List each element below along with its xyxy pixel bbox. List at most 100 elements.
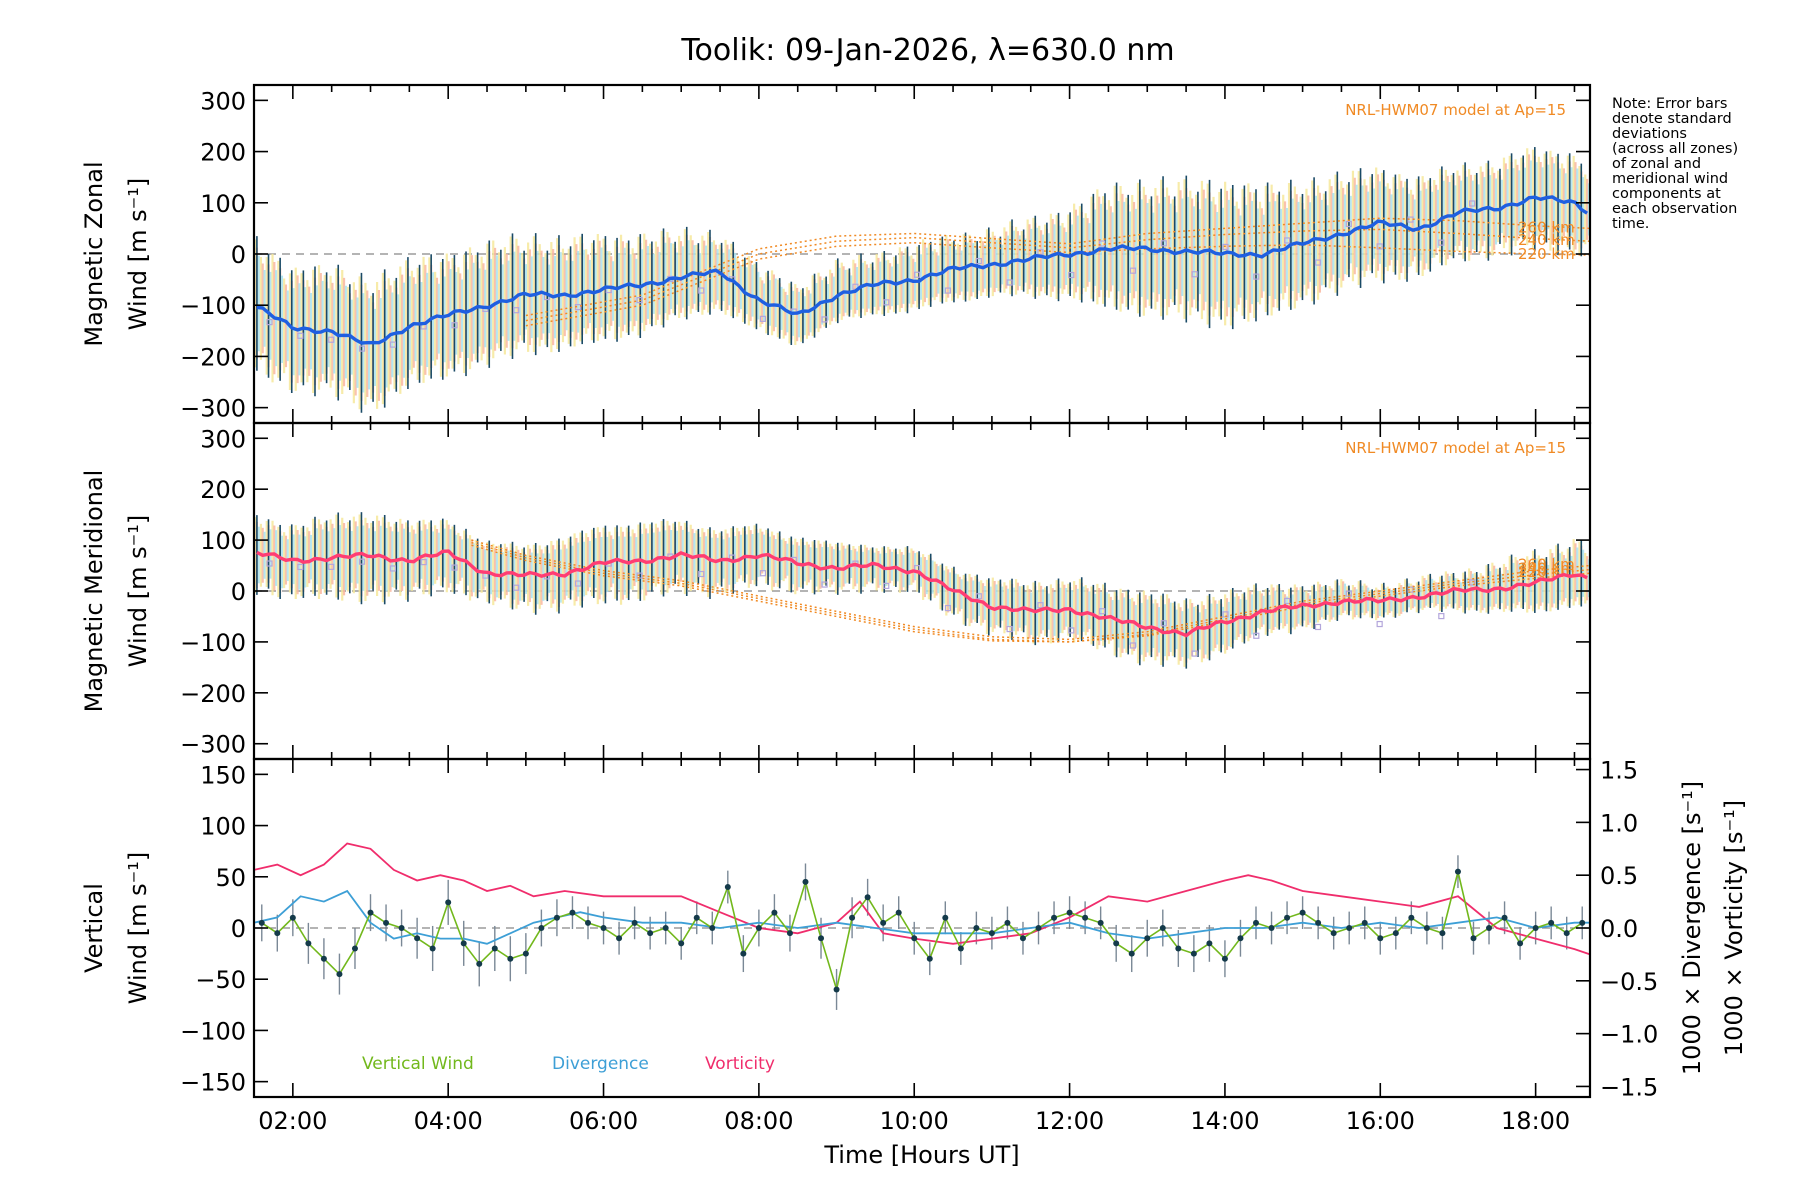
vertical-wind-point <box>1315 919 1322 926</box>
zonal-wind-line <box>256 195 1589 345</box>
outlier-marker <box>574 580 582 587</box>
vertical-wind-point <box>414 935 421 942</box>
outlier-marker <box>358 345 366 352</box>
right-tick-label: 1.0 <box>1600 809 1638 837</box>
outlier-marker <box>266 319 273 326</box>
right-tick-label: −0.5 <box>1600 968 1658 996</box>
outlier-marker <box>1284 597 1291 605</box>
y-tick-label: −200 <box>180 680 246 708</box>
vertical-wind-point <box>911 935 918 942</box>
vertical-wind-point <box>1517 940 1524 947</box>
y-tick-label: 300 <box>200 425 246 453</box>
outlier-marker <box>914 271 921 278</box>
vertical-wind-point <box>1563 930 1570 937</box>
right-tick-label: −1.5 <box>1600 1073 1658 1101</box>
vertical-wind-point <box>724 884 731 891</box>
vertical-wind-point <box>383 919 390 926</box>
outlier-marker <box>698 570 705 578</box>
outlier-markers <box>266 553 1476 657</box>
y-tick-label: −100 <box>180 629 246 657</box>
outlier-marker <box>1129 642 1137 649</box>
outlier-marker <box>883 299 890 306</box>
outlier-marker <box>389 565 396 572</box>
model-curve <box>471 541 1591 643</box>
vertical-wind-point <box>1268 925 1275 931</box>
vertical-wind-point <box>1206 940 1213 947</box>
vertical-wind-line <box>261 871 1583 993</box>
x-tick-label: 06:00 <box>569 1107 638 1135</box>
outlier-marker <box>389 341 396 348</box>
model-curve <box>525 217 1591 317</box>
vertical-wind-point <box>973 925 980 931</box>
model-curve <box>471 544 1591 643</box>
note-line: Note: Error bars <box>1612 96 1727 112</box>
y-tick-label: 0 <box>231 578 246 606</box>
outlier-marker <box>297 332 304 339</box>
outlier-marker <box>883 582 890 589</box>
vertical-wind-point <box>522 950 529 957</box>
outlier-marker <box>1222 243 1229 251</box>
outlier-marker <box>513 584 520 591</box>
vertical-wind-point <box>1144 935 1151 942</box>
y-tick-label: −50 <box>195 966 246 994</box>
x-tick-label: 10:00 <box>880 1107 949 1135</box>
error-bars <box>256 147 1583 413</box>
outlier-marker <box>1345 220 1352 228</box>
right-tick-label: 0.5 <box>1600 862 1638 890</box>
outlier-marker <box>1253 273 1260 280</box>
outlier-marker <box>698 287 705 294</box>
outlier-marker <box>1376 243 1383 250</box>
outlier-marker <box>1376 620 1383 628</box>
y-tick-label: 0 <box>231 915 246 943</box>
outlier-marker <box>451 564 458 571</box>
vertical-wind-point <box>849 914 856 921</box>
outlier-marker <box>1160 620 1167 627</box>
model-height-label: 240 km <box>1518 560 1575 578</box>
y-tick-label: 100 <box>200 190 246 218</box>
vertical-wind-point <box>926 955 933 962</box>
vertical-wind-point <box>351 945 358 952</box>
vertical-wind-point <box>1454 868 1461 875</box>
outlier-marker <box>420 559 427 566</box>
vertical-wind-point <box>833 986 840 993</box>
vertical-wind-point <box>693 914 700 921</box>
vertical-wind-point <box>507 955 514 962</box>
model-annotation: NRL-HWM07 model at Ap=15 <box>1345 101 1566 119</box>
x-tick-label: 02:00 <box>258 1107 327 1135</box>
outlier-marker <box>1037 602 1044 609</box>
vertical-wind-point <box>709 925 716 931</box>
y-tick-label: −200 <box>180 343 246 371</box>
y-axis-label-line: Magnetic Meridional <box>80 470 108 713</box>
y-tick-label: 100 <box>200 527 246 555</box>
outlier-marker <box>297 563 304 571</box>
outlier-marker <box>1129 267 1137 274</box>
vertical-wind-point <box>942 914 949 921</box>
outlier-marker <box>1345 590 1352 597</box>
outlier-marker <box>1191 271 1198 278</box>
y-tick-label: 50 <box>215 864 246 892</box>
vertical-wind-point <box>1284 914 1291 921</box>
x-tick-label: 08:00 <box>724 1107 793 1135</box>
outlier-marker <box>358 558 366 565</box>
outlier-marker <box>636 297 643 304</box>
vertical-wind-point <box>476 960 483 967</box>
vertical-wind-point <box>1346 925 1353 931</box>
note-line: time. <box>1612 216 1649 232</box>
error-bar-note: Note: Error bars denote standard deviati… <box>1612 96 1743 232</box>
vertical-wind-point <box>538 925 545 931</box>
vertical-wind-point <box>569 909 576 916</box>
y-axis-label-line: Wind [m s⁻¹] <box>124 852 152 1004</box>
legend-entry: Divergence <box>552 1054 649 1074</box>
outlier-marker <box>1099 608 1106 615</box>
vertical-wind-point <box>1128 950 1135 957</box>
y-tick-label: −100 <box>180 1017 246 1045</box>
x-tick-label: 14:00 <box>1190 1107 1259 1135</box>
vorticity-axis-label: 1000 × Vorticity [s⁻¹] <box>1720 800 1748 1056</box>
vertical-wind-point <box>802 878 809 885</box>
y-axis-label-line: Wind [m s⁻¹] <box>124 178 152 330</box>
legend-entry: Vertical Wind <box>362 1054 474 1074</box>
vertical-wind-point <box>1299 909 1306 916</box>
outlier-marker <box>636 572 643 579</box>
